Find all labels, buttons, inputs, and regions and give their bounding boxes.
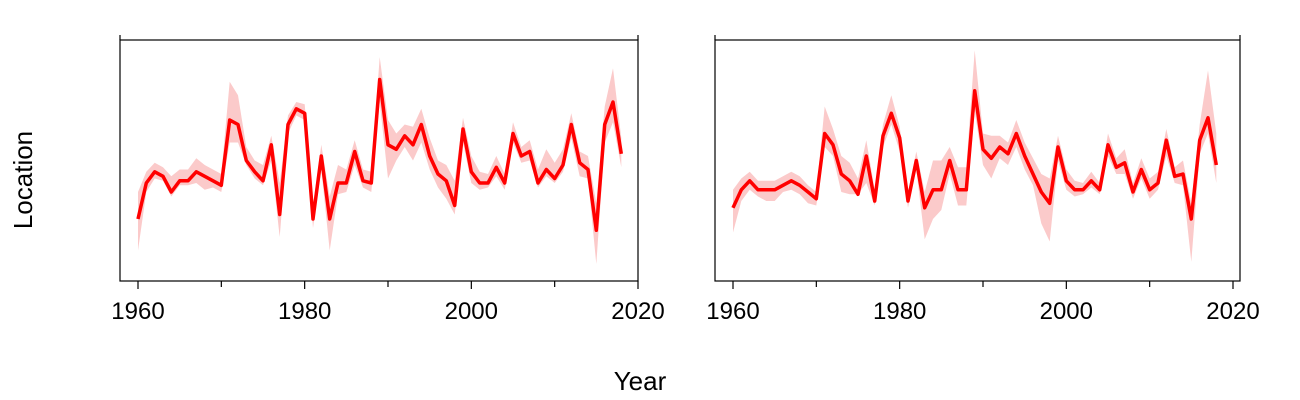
x-tick-label: 1980: [278, 298, 331, 325]
x-axis-title: Year: [614, 366, 667, 396]
chart-panel-right: 1960 1980 2000 2020: [706, 35, 1260, 325]
plot-frame: [714, 39, 1241, 282]
x-tick-label: 2020: [1206, 298, 1259, 325]
x-tick-label: 2020: [611, 298, 664, 325]
x-tick-label: 2000: [445, 298, 498, 325]
plot-frame: [119, 39, 639, 282]
x-tick-label: 1960: [706, 298, 759, 325]
chart-panel-left: 1960 1980 2000 2020: [111, 35, 665, 325]
y-axis-title: Location: [8, 131, 38, 229]
x-tick-label: 2000: [1040, 298, 1093, 325]
confidence-band: [733, 50, 1217, 262]
x-tick-label: 1960: [111, 298, 164, 325]
x-tick-label: 1980: [873, 298, 926, 325]
